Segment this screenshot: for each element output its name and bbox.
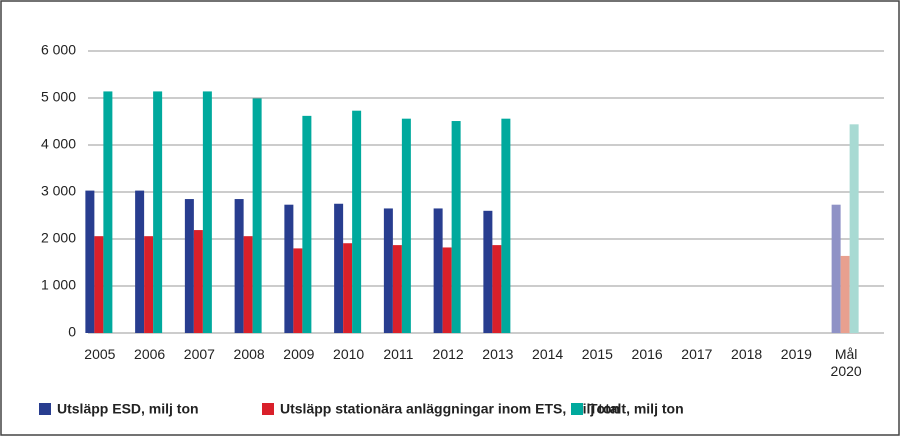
bar — [85, 190, 95, 333]
bar — [383, 208, 393, 333]
legend-label: Utsläpp stationära anläggningar inom ETS… — [280, 401, 620, 417]
x-tick-label: 2008 — [233, 346, 265, 362]
y-tick-label: 3 000 — [41, 183, 76, 199]
bar — [234, 199, 244, 333]
x-tick-label: 2014 — [532, 346, 564, 362]
bar — [252, 98, 262, 333]
bar — [334, 203, 344, 333]
bar — [184, 199, 194, 333]
y-tick-label: 2 000 — [41, 230, 76, 246]
bar — [492, 245, 502, 333]
x-tick-label: 2016 — [631, 346, 663, 362]
x-tick-label: 2006 — [134, 346, 166, 362]
bar — [451, 121, 461, 333]
legend-label: Utsläpp ESD, milj ton — [57, 401, 199, 417]
bar — [293, 248, 303, 333]
bar — [840, 255, 850, 333]
bar — [392, 245, 402, 333]
x-tick-label: 2018 — [731, 346, 763, 362]
bar — [193, 230, 203, 333]
y-tick-label: 1 000 — [41, 277, 76, 293]
x-tick-label: 2011 — [383, 346, 414, 362]
bar — [343, 243, 353, 333]
x-tick-label: 2019 — [780, 346, 812, 362]
bar — [352, 110, 362, 333]
bar — [243, 236, 253, 333]
bar — [849, 124, 859, 333]
legend-label: Totalt, milj ton — [589, 401, 684, 417]
y-tick-label: 0 — [68, 324, 76, 340]
bar — [94, 236, 104, 333]
bar — [284, 204, 294, 333]
y-tick-label: 6 000 — [41, 42, 76, 58]
bar — [202, 91, 212, 333]
bar — [302, 115, 312, 333]
bar — [153, 91, 163, 333]
bar — [135, 190, 145, 333]
legend-swatch — [571, 403, 583, 415]
x-tick-label: 2010 — [333, 346, 365, 362]
legend-swatch — [39, 403, 51, 415]
bar — [831, 204, 841, 333]
x-tick-label: 2009 — [283, 346, 315, 362]
bar — [103, 91, 113, 333]
bar — [433, 208, 443, 333]
x-tick-label: Mål 2020 — [830, 346, 862, 379]
y-tick-label: 5 000 — [41, 89, 76, 105]
legend-swatch — [262, 403, 274, 415]
bar — [483, 210, 493, 333]
bar — [401, 118, 411, 334]
x-tick-label: 2013 — [482, 346, 514, 362]
bar — [501, 118, 511, 334]
y-tick-label: 4 000 — [41, 136, 76, 152]
x-tick-label: 2012 — [432, 346, 464, 362]
x-tick-label: 2015 — [581, 346, 613, 362]
x-tick-label: 2017 — [681, 346, 713, 362]
x-tick-label: 2007 — [183, 346, 215, 362]
bar — [442, 247, 452, 333]
bar — [144, 236, 154, 333]
x-tick-label: 2005 — [84, 346, 116, 362]
